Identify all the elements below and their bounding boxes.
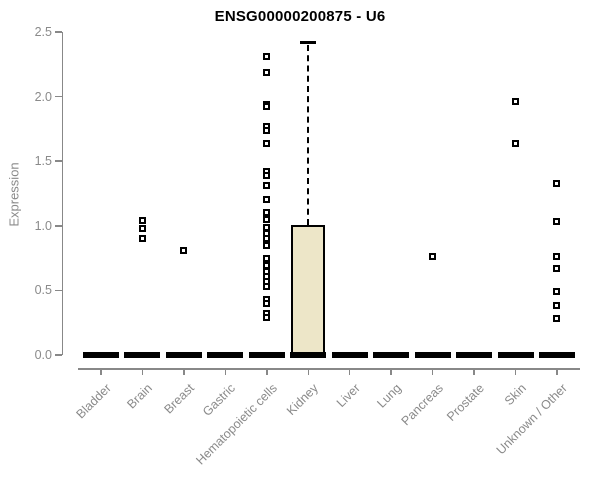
outlier-point [429,253,437,261]
zero-dash [290,352,327,358]
x-axis-line [78,368,580,370]
outlier-point [553,218,561,226]
outlier-point [553,179,561,187]
x-tick [390,368,392,375]
outlier-point [263,223,271,231]
y-tick [55,95,62,98]
outlier-point [553,288,561,296]
y-tick-label: 2.0 [34,89,52,104]
y-tick-label: 0.0 [34,348,52,362]
outlier-point [263,283,271,291]
zero-dash [207,352,244,358]
x-tick [514,368,517,375]
chart-title: ENSG00000200875 - U6 [214,8,386,25]
y-tick [55,31,62,33]
zero-dash [414,352,451,358]
zero-dash [331,352,368,358]
zero-dash [373,352,410,358]
outlier-point [263,196,271,204]
x-tick [307,368,309,375]
x-tick [266,368,268,375]
y-tick [55,160,62,162]
outlier-point [553,253,561,261]
whisker-cap [300,41,317,45]
zero-dash [124,352,161,358]
outlier-point [263,182,271,190]
outlier-point [138,235,146,243]
zero-dash [497,352,534,358]
y-tick-label: 0.5 [34,283,52,298]
outlier-point [512,139,519,147]
y-tick [55,289,62,292]
whisker [307,45,310,225]
outlier-point [263,241,271,249]
x-tick [431,368,434,375]
outlier-point [263,235,271,243]
outlier-point [263,139,271,147]
zero-dash [538,352,575,358]
outlier-point [263,254,271,262]
y-axis-line [61,32,63,355]
outlier-point [553,315,561,323]
zero-dash [165,352,202,358]
zero-dash [456,352,493,358]
x-tick [224,368,227,375]
zero-dash [248,352,285,358]
x-tick [473,368,475,375]
x-tick [556,368,558,375]
outlier-point [263,215,271,223]
outlier-point [512,98,519,106]
outlier-point [553,264,561,272]
zero-dash [83,352,119,358]
y-tick-label: 2.5 [34,25,52,39]
outlier-point [263,53,271,61]
outlier-point [263,314,271,322]
outlier-point [263,299,271,307]
y-tick [55,354,62,356]
x-tick [183,368,185,375]
outlier-point [180,246,188,254]
outlier-point [138,217,146,225]
box [291,224,326,358]
outlier-point [553,302,561,310]
outlier-point [263,103,271,111]
outlier-point [263,171,271,179]
y-tick-label: 1.0 [34,218,52,233]
outlier-point [263,68,271,76]
y-tick-label: 1.5 [34,154,52,169]
outlier-point [138,224,146,232]
y-tick [55,225,62,227]
x-tick [100,368,102,375]
x-tick [141,368,144,375]
outlier-point [263,209,271,217]
outlier-point [263,126,271,134]
x-tick [348,368,351,375]
